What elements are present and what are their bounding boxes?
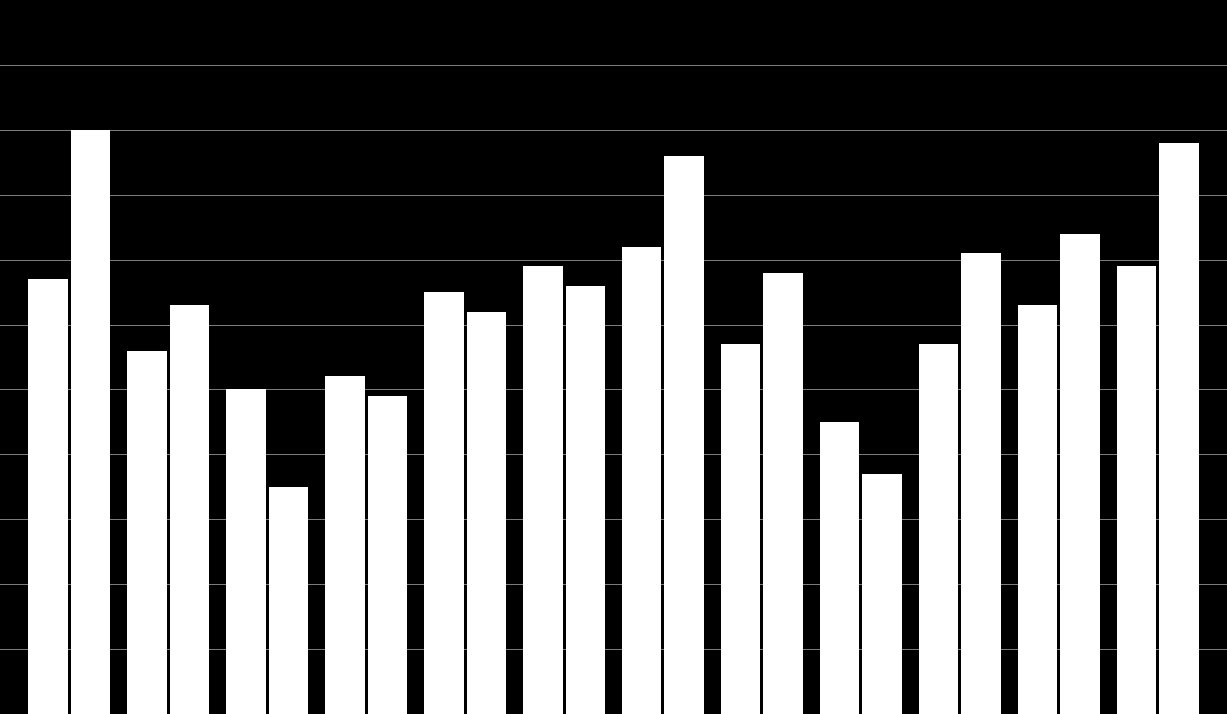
Bar (1160, 143, 1199, 714)
Bar (425, 292, 464, 714)
Bar (863, 474, 902, 714)
Bar (28, 279, 67, 714)
Bar (368, 396, 407, 714)
Bar (763, 273, 802, 714)
Bar (325, 376, 364, 714)
Bar (169, 305, 210, 714)
Bar (523, 266, 562, 714)
Bar (269, 487, 308, 714)
Bar (820, 422, 859, 714)
Bar (1017, 305, 1058, 714)
Bar (721, 344, 761, 714)
Bar (71, 130, 110, 714)
Bar (919, 344, 958, 714)
Bar (1117, 266, 1156, 714)
Bar (622, 246, 661, 714)
Bar (1060, 233, 1099, 714)
Bar (466, 311, 507, 714)
Bar (665, 156, 704, 714)
Bar (226, 389, 266, 714)
Bar (961, 253, 1001, 714)
Bar (566, 286, 605, 714)
Bar (128, 351, 167, 714)
